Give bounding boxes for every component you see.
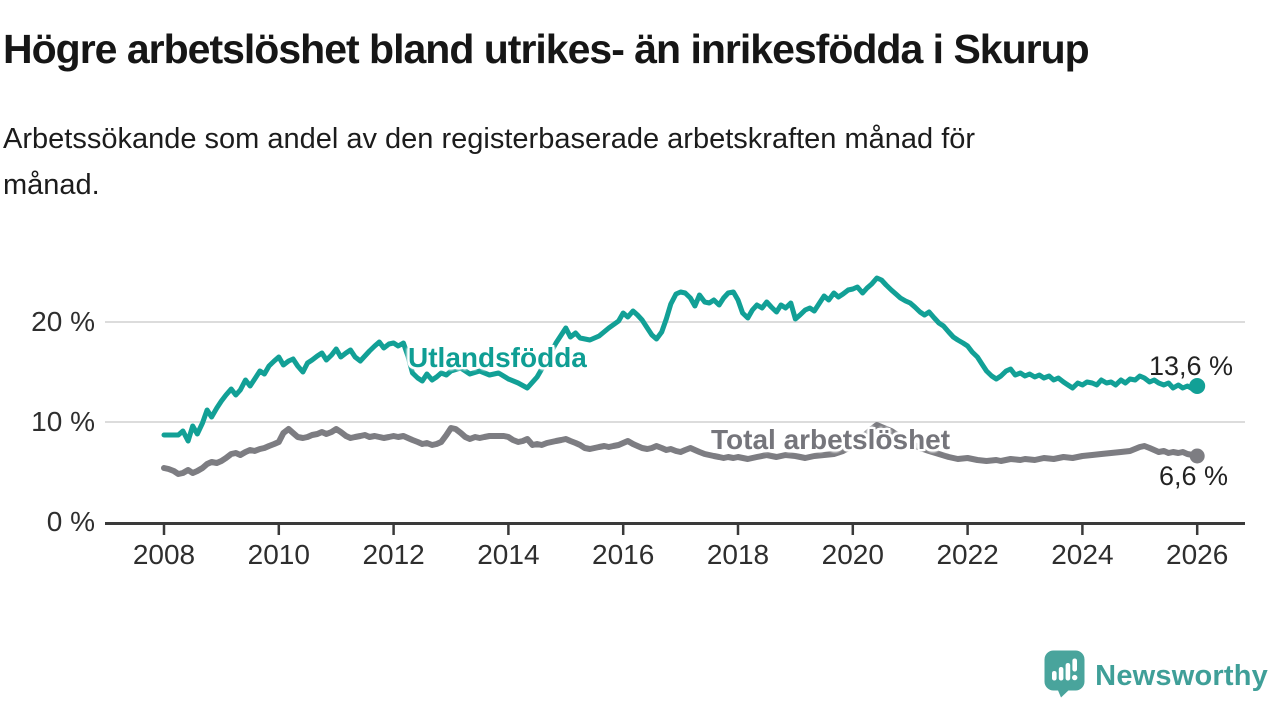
newsworthy-logo: Newsworthy (1044, 650, 1268, 703)
series-label-utlandsfodda: Utlandsfödda (408, 342, 587, 373)
x-tick-label: 2014 (477, 539, 540, 570)
x-tick-label: 2022 (936, 539, 999, 570)
newsworthy-chart-bubble-icon (1044, 650, 1085, 703)
x-tick-label: 2012 (362, 539, 425, 570)
brand-name: Newsworthy (1095, 660, 1268, 692)
x-tick-label: 2020 (821, 539, 884, 570)
series-line-total-arbetsloshet (161, 422, 1201, 477)
x-tick-label: 2016 (592, 539, 655, 570)
x-tick-label: 2018 (706, 539, 770, 570)
end-point-dot-total-arbetsloshet (1189, 448, 1205, 464)
end-value-label-total: 6,6 % (1158, 461, 1228, 491)
x-tick-label: 2026 (1166, 539, 1229, 570)
series-label-total-arbetsloshet: Total arbetslöshet (711, 424, 951, 455)
end-value-label-utlandsfodda: 13,6 % (1148, 351, 1233, 381)
x-tick-label: 2008 (132, 539, 196, 570)
x-tick-label: 2010 (247, 539, 310, 570)
y-tick-label: 10 % (31, 406, 95, 437)
y-tick-label: 20 % (31, 306, 95, 337)
chart-subtitle: Arbetssökande som andel av den registerb… (3, 123, 976, 201)
series-line-utlandsfodda (161, 275, 1200, 444)
page-title: Högre arbetslöshet bland utrikes- än inr… (3, 26, 1090, 72)
end-point-dot-utlandsfodda (1189, 378, 1206, 394)
y-tick-label: 0 % (46, 506, 95, 537)
x-tick-label: 2024 (1051, 539, 1114, 570)
